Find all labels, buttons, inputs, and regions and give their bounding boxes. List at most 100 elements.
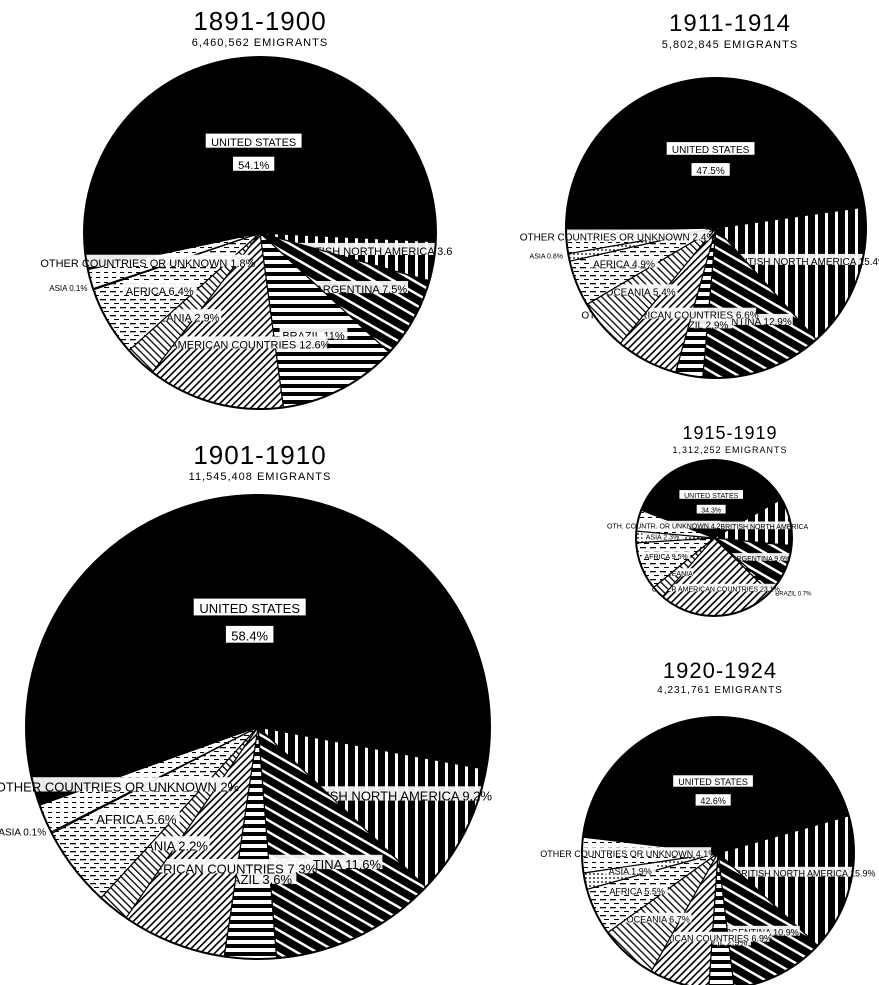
slice-label-bg <box>717 925 800 936</box>
slice-label-bg <box>583 307 757 319</box>
slice-label-bg <box>314 281 408 294</box>
slice-label-value: 47.5% <box>696 166 724 177</box>
slice-label-box <box>232 155 276 172</box>
slice-label-bg <box>279 327 348 340</box>
slice-label-other-countries-or-unknown: OTHER COUNTRIES OR UNKNOWN 4.1% <box>540 849 716 859</box>
slice-label-africa: AFRICA 6.4% <box>126 286 194 298</box>
chart-1920-1924: 1920-1924 4,231,761 EMIGRANTS <box>600 658 840 697</box>
slice-label-bg <box>624 912 692 923</box>
slice-label-oceania: OCEANIA <box>661 571 693 578</box>
slice-label-africa: AFRICA 5.5% <box>609 887 665 897</box>
slice-label-bg <box>122 282 197 295</box>
slice-label-africa: AFRICA 5.6% <box>96 812 177 827</box>
slice-label-name: UNITED STATES <box>211 137 296 149</box>
slice-label-name: UNITED STATES <box>678 777 748 787</box>
slice-label-box <box>695 503 727 515</box>
slice-label-box <box>694 793 732 807</box>
slice-label-asia: ASIA 2.3% <box>646 534 679 541</box>
slice-label-box <box>192 597 307 617</box>
chart-1901-1910: 1901-1910 11,545,408 EMIGRANTS <box>110 442 410 483</box>
pie-1915-1919: UNITED STATES 34.3% BRITISH NORTH AMERICA A… <box>607 459 812 617</box>
slice-label-argentina: ARGENTINA 12.9% <box>703 317 792 328</box>
slice-label-box <box>678 489 744 500</box>
slice-label-bg <box>525 229 710 241</box>
slice-label-brazil: BRAZIL 2.9% <box>693 937 747 947</box>
chart-title: 1911-1914 <box>669 10 791 37</box>
chart-1891-1900: 1891-1900 6,460,562 EMIGRANTS <box>110 8 410 49</box>
slice-label-bg <box>603 284 678 296</box>
slice-label-bg <box>590 256 658 268</box>
slice-label-oth-countr-or-unknown: OTH. COUNTR. OR UNKNOWN 4.2 <box>607 524 721 531</box>
slice-label-bg <box>47 254 249 267</box>
slice-label-asia: ASIA 1.9% <box>609 866 652 876</box>
chart-title: 1901-1910 <box>193 440 327 470</box>
slice-label-box <box>225 625 275 644</box>
slice-label-asia: ASIA 0.1% <box>49 284 87 293</box>
slice-label-bg <box>132 336 328 349</box>
slice-label-oceania: OCEANIA 5.4% <box>606 287 676 298</box>
chart-subtitle: 4,231,761 EMIGRANTS <box>657 685 783 696</box>
slice-label-argentina: ARGENTINA 7.5% <box>315 284 407 296</box>
slice-label-name: UNITED STATES <box>199 601 300 616</box>
slice-label-british-north-america: BRITISH NORTH AMERICA <box>720 524 808 531</box>
slice-label-bg <box>545 847 712 858</box>
slice-label-africa: AFRICA 4.9% <box>593 260 655 271</box>
slice-label-box <box>204 132 303 149</box>
pie-outline <box>635 459 793 617</box>
slice-label-asia: ASIA 0.1% <box>0 827 46 838</box>
slice-label-bg <box>607 520 721 529</box>
slice-label-africa: AFRICA 9.5% <box>645 554 688 561</box>
pie-1911-1914: UNITED STATES 47.5% BRITISH NORTH AMERICA … <box>520 77 879 379</box>
slice-label-other-american-countries: OTHER AMERICAN COUNTRIES 12.6% <box>129 340 330 352</box>
slice-label-other-american-countries: OTHER AMERICAN COUNTRIES 6.6% <box>581 311 758 322</box>
pie-outline <box>83 56 437 410</box>
slice-label-bg <box>614 931 770 942</box>
pie-outline <box>565 77 867 379</box>
slice-label-name: UNITED STATES <box>672 145 750 156</box>
slice-label-box <box>690 162 731 177</box>
slice-label-british-north-america: BRITISH NORTH AMERICA 15.4% <box>731 257 879 268</box>
slice-label-bg <box>642 531 683 540</box>
slice-label-other-american-countries: OTHER AMERICAN COUNTRIES 6.9% <box>613 934 773 944</box>
slice-label-value: 58.4% <box>231 629 268 644</box>
slice-label-bg <box>641 551 691 559</box>
chart-subtitle: 1,312,252 EMIGRANTS <box>672 445 788 455</box>
slice-label-brazil: BRAZIL 0.7% <box>775 591 812 597</box>
slice-label-value: 34.3% <box>701 508 721 515</box>
slice-label-bg <box>292 242 457 255</box>
chart-1915-1919: 1915-1919 1,312,252 EMIGRANTS <box>640 424 820 455</box>
slice-brazil <box>708 852 735 985</box>
slice-label-other-american-countries: OTHER AMERICAN COUNTRIES 23.1% <box>652 587 780 594</box>
chart-title: 1920-1924 <box>662 658 778 683</box>
pie-outline <box>581 716 855 985</box>
chart-subtitle: 6,460,562 EMIGRANTS <box>191 37 329 49</box>
slice-label-bg <box>660 568 694 576</box>
slice-label-bg <box>6 777 229 792</box>
slice-label-bg <box>294 786 495 801</box>
slice-label-bg <box>728 253 879 265</box>
chart-subtitle: 11,545,408 EMIGRANTS <box>188 471 332 483</box>
slice-label-british-north-america: BRITISH NORTH AMERICA 15.9% <box>735 869 875 879</box>
pie-1901-1910: UNITED STATES 58.4% BRITISH NORTH AMERICA … <box>0 494 495 960</box>
slice-label-oceania: OCEANIA 6.7% <box>627 915 690 925</box>
slice-label-bg <box>730 553 792 561</box>
slice-label-bg <box>701 313 793 325</box>
slice-label-bg <box>719 521 809 530</box>
slice-label-bg <box>604 864 656 875</box>
slice-label-box <box>672 774 754 788</box>
slice-label-british-north-america: BRITISH NORTH AMERICA 9.2% <box>297 789 493 804</box>
chart-title: 1891-1900 <box>193 6 327 36</box>
slice-label-bg <box>732 866 878 877</box>
slice-label-bg <box>653 583 779 592</box>
slice-label-value: 54.1% <box>238 160 269 172</box>
slice-label-other-countries-or-unknown: OTHER COUNTRIES OR UNKNOWN 2.4% <box>520 233 716 244</box>
chart-title: 1915-1919 <box>682 423 778 443</box>
slice-label-bg <box>92 809 180 824</box>
slice-label-other-countries-or-unknown: OTHER COUNTRIES OR UNKNOWN 2% <box>0 780 240 795</box>
slice-label-argentina: ARGENTINA 9.6% <box>732 556 790 563</box>
slice-label-brazil: BRAZIL 2.9% <box>668 320 728 331</box>
slice-label-value: 42.6% <box>700 796 726 806</box>
chart-subtitle: 5,802,845 EMIGRANTS <box>661 39 799 51</box>
